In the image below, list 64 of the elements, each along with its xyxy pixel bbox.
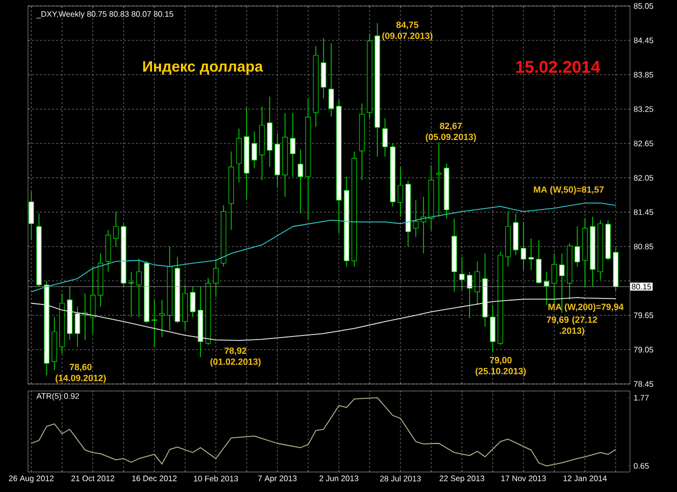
candlestick	[298, 149, 304, 214]
candlestick	[128, 271, 134, 318]
x-tick-label: 21 Oct 2012	[71, 476, 114, 482]
candlestick	[113, 211, 119, 247]
candlestick	[436, 142, 442, 218]
annotation: 79,00 (25.10.2013)	[476, 356, 526, 376]
annotation: 15.02.2014	[516, 60, 600, 73]
candlestick	[474, 261, 480, 306]
candlestick	[544, 271, 550, 306]
y-tick-label: 83.85	[634, 72, 654, 78]
y-tick-label: 78.45	[634, 381, 654, 387]
candlestick	[528, 238, 534, 270]
candlestick	[574, 226, 580, 267]
annotation: 79,69 (27.12 .2013)	[546, 316, 598, 336]
y-tick-label: 82.05	[634, 174, 654, 181]
candlestick	[152, 299, 158, 348]
candlestick	[90, 266, 96, 334]
y-tick-label: 83.25	[634, 106, 654, 112]
y-tick-label: 80.85	[634, 244, 654, 250]
annotation: MA (W,50)=81,57	[534, 186, 604, 195]
annotation: Индекс доллара	[143, 61, 264, 75]
annotation: 84,75 (09.07.2013)	[382, 22, 432, 41]
x-tick-label: 17 Nov 2013	[501, 476, 546, 482]
candlestick	[520, 222, 526, 270]
x-tick-label: 7 Apr 2013	[258, 476, 297, 483]
y-tick-label: 79.65	[634, 312, 654, 318]
candlestick	[466, 271, 472, 319]
x-tick-label: 10 Feb 2013	[194, 476, 238, 482]
annotation: 82,67 (05.09.2013)	[426, 122, 476, 142]
y-tick-label: 0.65	[634, 463, 649, 469]
x-tick-label: 22 Sep 2013	[440, 476, 484, 483]
x-tick-label: 12 Jan 2014	[564, 476, 607, 482]
y-tick-label: 84.45	[634, 38, 654, 44]
candlestick	[551, 253, 557, 304]
ref-line-label: 80.15	[632, 284, 652, 290]
annotation: 78,92 (01.02.2013)	[210, 348, 261, 367]
candlestick	[290, 112, 296, 178]
candlestick	[136, 258, 142, 318]
annotation: 78,60 (14.09.2012)	[56, 364, 106, 383]
x-tick-label: 26 Aug 2012	[9, 476, 54, 483]
y-tick-label: 1.77	[634, 394, 649, 400]
y-tick-label: 82.65	[634, 140, 654, 146]
candlestick	[413, 200, 419, 238]
y-tick-label: 85.05	[634, 3, 654, 9]
x-tick-label: 2 Jun 2013	[320, 476, 358, 482]
chart-title: ATR(5) 0.92	[36, 393, 79, 400]
y-tick-label: 79.05	[634, 346, 654, 352]
candlestick	[190, 286, 196, 318]
candlestick	[213, 260, 219, 298]
text: _DXY,Weekly 80.75 80.83 80.07 80.15	[36, 10, 174, 18]
candlestick	[398, 166, 404, 218]
annotation: MA (W,200)=79,94	[548, 303, 624, 312]
candlestick	[328, 42, 334, 117]
candlestick	[74, 306, 80, 348]
candlestick	[459, 256, 465, 290]
candlestick	[382, 118, 388, 158]
candlestick	[28, 191, 34, 241]
candlestick	[159, 299, 165, 338]
x-tick-label: 16 Dec 2012	[132, 476, 177, 482]
candlestick	[536, 240, 542, 284]
line-series	[30, 202, 616, 292]
candlestick	[252, 131, 258, 168]
y-tick-label: 81.45	[634, 209, 654, 216]
x-tick-label: 28 Jul 2013	[380, 476, 421, 482]
